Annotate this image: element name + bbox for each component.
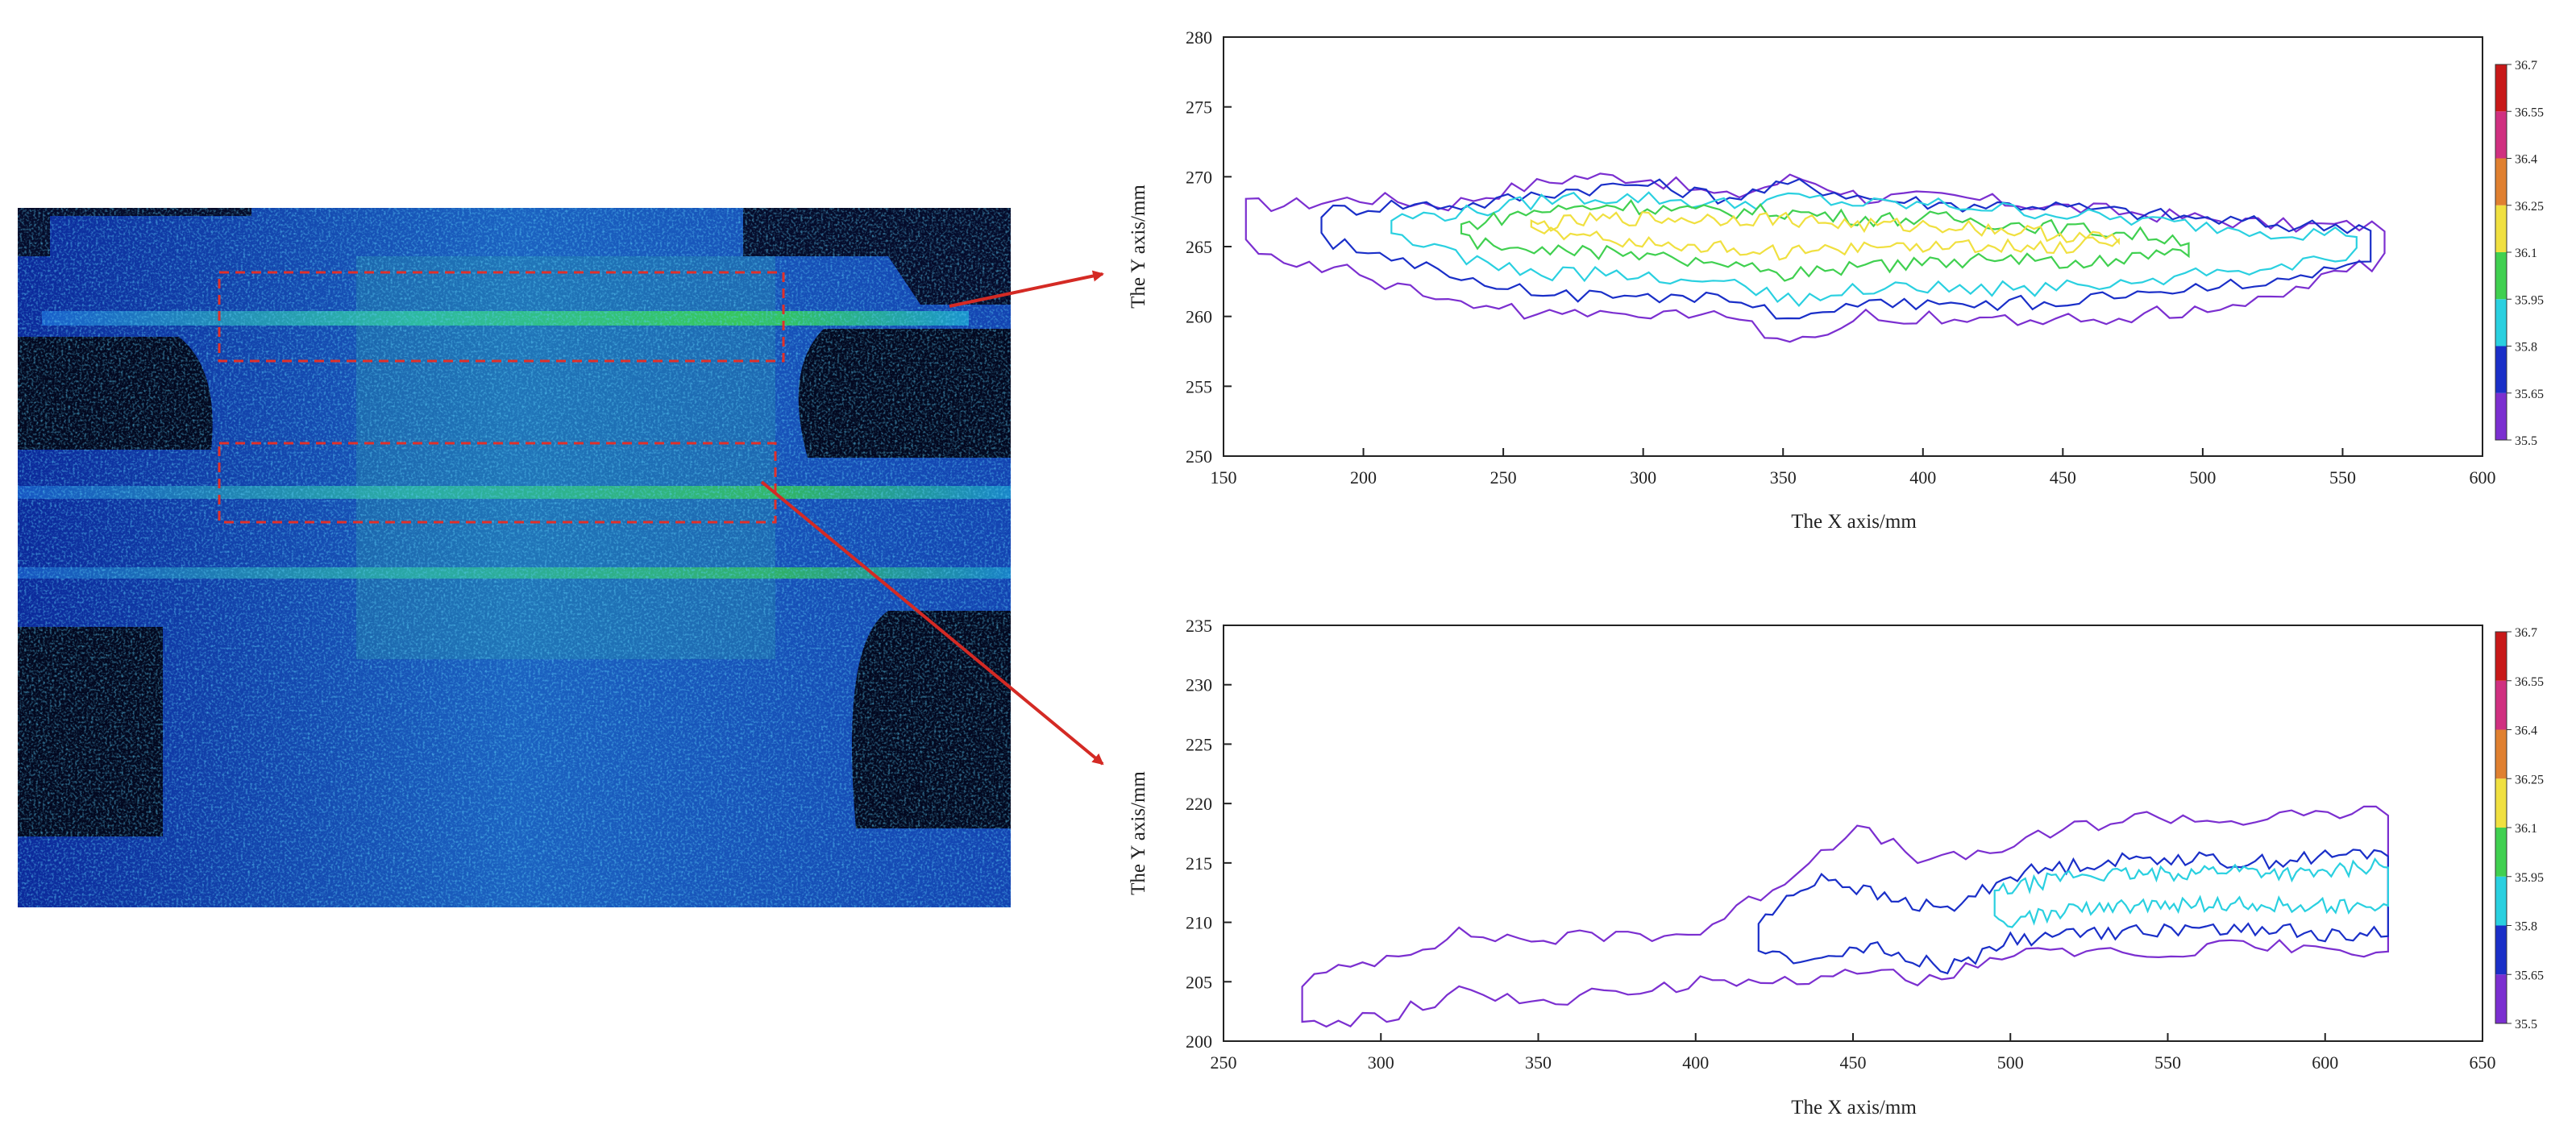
x-tick-label: 350 <box>1525 1052 1552 1073</box>
colorbar-segment <box>2495 346 2507 393</box>
colorbar: 35.5 35.65 35.8 35.95 36.1 36.25 36.4 36.55 36.7 <box>2495 59 2544 448</box>
colorbar-segment <box>2495 252 2507 300</box>
y-tick-label: 220 <box>1186 794 1212 814</box>
x-tick-label: 450 <box>2050 467 2076 488</box>
y-axis-label: The Y axis/mm <box>1128 185 1149 309</box>
y-ticks: 250 255 260 265 270 275 280 <box>1186 27 1232 467</box>
colorbar-segment <box>2495 299 2507 347</box>
x-tick-label: 300 <box>1368 1052 1394 1073</box>
y-ticks: 200 205 210 215 220 225 230 235 <box>1186 616 1232 1052</box>
colorbar-segment <box>2495 64 2507 112</box>
colorbar-segment <box>2495 205 2507 252</box>
colorbar-segment <box>2495 828 2507 877</box>
colorbar-label: 35.8 <box>2515 341 2537 355</box>
x-tick-label: 650 <box>2470 1052 2496 1073</box>
contour-line-35-5 <box>1301 805 2389 1028</box>
x-tick-label: 450 <box>1840 1052 1867 1073</box>
colorbar-segment <box>2495 925 2507 975</box>
contour-lines <box>1244 172 2386 343</box>
contour-line-35-65 <box>1320 177 2372 320</box>
colorbar-label: 36.4 <box>2515 724 2537 738</box>
colorbar-segment <box>2495 876 2507 926</box>
x-ticks: 150 200 250 300 350 400 450 500 550 600 <box>1211 448 2496 488</box>
y-tick-label: 280 <box>1186 27 1212 48</box>
x-tick-label: 500 <box>1997 1052 2024 1073</box>
colorbar-label: 35.5 <box>2515 434 2537 448</box>
colorbar-label: 36.55 <box>2515 106 2544 119</box>
colorbar-label: 35.95 <box>2515 293 2544 307</box>
colorbar-label: 36.7 <box>2515 59 2537 73</box>
colorbar-label: 36.4 <box>2515 153 2537 167</box>
colorbar-segment <box>2495 392 2507 440</box>
plot-frame <box>1223 625 2483 1042</box>
y-tick-label: 200 <box>1186 1031 1212 1052</box>
y-tick-label: 205 <box>1186 972 1212 992</box>
x-tick-label: 350 <box>1770 467 1797 488</box>
y-tick-label: 235 <box>1186 616 1212 636</box>
x-tick-label: 600 <box>2470 467 2496 488</box>
contour-line-35-5 <box>1244 172 2386 343</box>
colorbar-segment <box>2495 778 2507 828</box>
colorbar-label: 36.7 <box>2515 626 2537 640</box>
x-tick-label: 250 <box>1211 1052 1237 1073</box>
colorbar-label: 36.1 <box>2515 247 2537 260</box>
x-tick-label: 550 <box>2329 467 2356 488</box>
contour-line-35-65 <box>1757 849 2389 975</box>
colorbar-segment <box>2495 974 2507 1023</box>
contour-line-35-8 <box>1993 857 2389 928</box>
colorbar-segment <box>2495 111 2507 159</box>
x-tick-label: 500 <box>2189 467 2216 488</box>
x-tick-label: 400 <box>1682 1052 1709 1073</box>
y-tick-label: 260 <box>1186 307 1212 327</box>
colorbar: 35.5 35.65 35.8 35.95 36.1 36.25 36.4 36.55 36.7 <box>2495 626 2544 1031</box>
colorbar-label: 35.65 <box>2515 969 2544 982</box>
colorbar-label: 35.65 <box>2515 388 2544 401</box>
x-axis-label: The X axis/mm <box>1791 511 1917 533</box>
y-tick-label: 210 <box>1186 913 1212 933</box>
colorbar-label: 35.5 <box>2515 1018 2537 1031</box>
contour-line-36-1 <box>1530 211 2120 261</box>
contour-line-35-8 <box>1390 191 2358 307</box>
contour-line-35-95 <box>1460 199 2190 282</box>
x-tick-label: 550 <box>2154 1052 2181 1073</box>
colorbar-segment <box>2495 158 2507 205</box>
colorbar-label: 35.95 <box>2515 871 2544 885</box>
roi-box-upper <box>218 271 785 363</box>
colorbar-label: 36.25 <box>2515 200 2544 214</box>
x-axis-label: The X axis/mm <box>1791 1097 1917 1118</box>
y-tick-label: 225 <box>1186 734 1212 754</box>
colorbar-label: 36.25 <box>2515 773 2544 786</box>
y-tick-label: 270 <box>1186 167 1212 187</box>
y-axis-label: The Y axis/mm <box>1128 771 1149 895</box>
x-tick-label: 200 <box>1350 467 1377 488</box>
colorbar-label: 36.55 <box>2515 675 2544 689</box>
x-tick-label: 600 <box>2312 1052 2338 1073</box>
x-tick-label: 150 <box>1211 467 1237 488</box>
y-tick-label: 215 <box>1186 853 1212 874</box>
y-tick-label: 265 <box>1186 237 1212 257</box>
colorbar-label: 35.8 <box>2515 920 2537 934</box>
y-tick-label: 250 <box>1186 446 1212 467</box>
colorbar-label: 36.1 <box>2515 822 2537 836</box>
contour-lines <box>1301 805 2389 1028</box>
colorbar-segment <box>2495 632 2507 681</box>
y-tick-label: 255 <box>1186 376 1212 396</box>
y-tick-label: 230 <box>1186 675 1212 695</box>
roi-box-lower <box>218 442 777 524</box>
x-tick-label: 400 <box>1909 467 1936 488</box>
colorbar-segment <box>2495 680 2507 730</box>
colorbar-segment <box>2495 729 2507 779</box>
y-tick-label: 275 <box>1186 98 1212 118</box>
x-ticks: 250 300 350 400 450 500 550 600 650 <box>1211 1033 2496 1073</box>
x-tick-label: 300 <box>1630 467 1656 488</box>
x-tick-label: 250 <box>1490 467 1517 488</box>
